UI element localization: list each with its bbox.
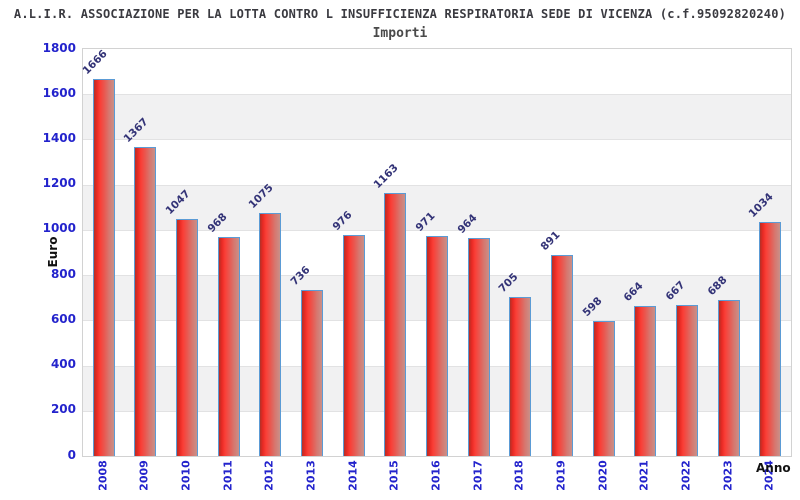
x-tick-label-2016: 2016 (429, 460, 443, 491)
grid-line (83, 139, 791, 141)
y-tick-label: 0 (67, 447, 76, 462)
x-tick-label-2012: 2012 (262, 460, 276, 491)
y-tick-label: 1800 (42, 40, 76, 55)
x-tick-label-2022: 2022 (679, 460, 693, 491)
plot-area: 1666 1367 1047 968 1075 736 976 1163 971 964 705 89… (80, 48, 792, 457)
bar-2008 (92, 79, 115, 456)
bar-2013 (301, 289, 324, 456)
x-tick-label-2020: 2020 (596, 460, 610, 491)
x-tick-label-2021: 2021 (637, 460, 651, 491)
x-tick-label-2015: 2015 (387, 460, 401, 491)
y-tick-label: 1200 (42, 176, 76, 191)
x-tick-label-2018: 2018 (512, 460, 526, 491)
x-tick-label-2011: 2011 (221, 460, 235, 491)
grid-band (83, 49, 791, 95)
x-axis-title: Anno (756, 461, 791, 475)
bar-2019 (550, 254, 573, 456)
bar-2015 (384, 193, 407, 456)
bar-2022 (675, 305, 698, 456)
bar-2016 (426, 236, 448, 456)
y-tick-label: 800 (50, 266, 76, 281)
grid-line (83, 184, 791, 186)
y-axis-title: Euro (46, 236, 60, 268)
bar-2012 (259, 212, 282, 456)
x-tick-label-2009: 2009 (137, 460, 151, 491)
bar-2017 (467, 238, 490, 456)
y-tick-label: 200 (50, 402, 76, 417)
y-tick-label: 1000 (42, 221, 76, 236)
grid-line (83, 94, 791, 96)
y-tick-label: 1400 (42, 130, 76, 145)
y-tick-label: 400 (50, 357, 76, 372)
x-tick-label-2008: 2008 (96, 460, 110, 491)
grid-line (83, 229, 791, 231)
bar-2024 (759, 222, 782, 456)
bar-2021 (634, 305, 657, 456)
chart-title: A.L.I.R. ASSOCIAZIONE PER LA LOTTA CONTR… (13, 7, 787, 21)
grid-band (83, 184, 791, 230)
bar-2009 (134, 146, 157, 456)
chart-subtitle: Importi (372, 26, 428, 41)
x-tick-label-2013: 2013 (304, 460, 318, 491)
x-tick-label-2017: 2017 (471, 460, 485, 491)
bar-2018 (509, 296, 532, 456)
x-tick-label-2014: 2014 (346, 460, 360, 491)
x-tick-label-2023: 2023 (721, 460, 735, 491)
grid-band (83, 94, 791, 140)
y-tick-label: 1600 (42, 85, 76, 100)
y-tick-label: 600 (50, 311, 76, 326)
bar-2020 (592, 320, 615, 456)
bar-2010 (176, 219, 199, 456)
bar-2011 (217, 237, 240, 456)
grid-band (83, 139, 791, 185)
x-tick-label-2019: 2019 (554, 460, 568, 491)
x-tick-label-2010: 2010 (179, 460, 193, 491)
bar-2014 (342, 235, 365, 456)
bar-2023 (717, 300, 740, 456)
